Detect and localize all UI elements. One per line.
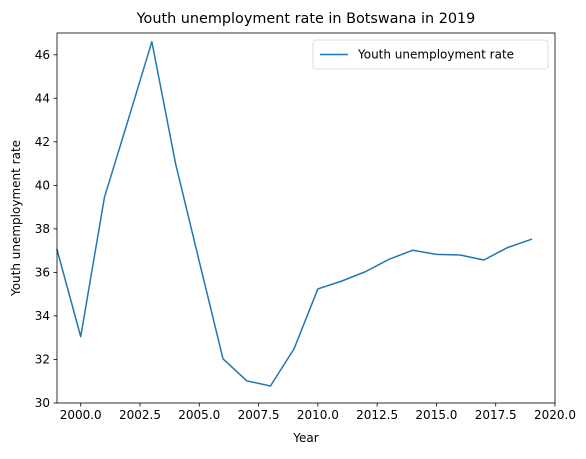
legend-label: Youth unemployment rate <box>357 48 514 62</box>
x-tick-label: 2002.5 <box>119 408 161 422</box>
x-tick-label: 2007.5 <box>238 408 280 422</box>
x-tick-label: 2015.0 <box>415 408 457 422</box>
y-tick-label: 44 <box>35 91 50 105</box>
plot-frame <box>56 32 556 404</box>
y-tick-label: 30 <box>35 396 50 410</box>
x-tick-label: 2017.5 <box>475 408 517 422</box>
legend: Youth unemployment rate <box>312 39 549 70</box>
y-axis-label: Youth unemployment rate <box>9 140 23 297</box>
x-tick-label: 2012.5 <box>356 408 398 422</box>
y-tick-label: 34 <box>35 309 50 323</box>
x-tick-label: 2005.0 <box>178 408 220 422</box>
x-tick-label: 2020.0 <box>534 408 576 422</box>
x-tick-label: 2000.0 <box>60 408 102 422</box>
y-tick-label: 46 <box>35 48 50 62</box>
y-tick-label: 32 <box>35 353 50 367</box>
y-tick-label: 38 <box>35 222 50 236</box>
x-tick-label: 2010.0 <box>297 408 339 422</box>
y-tick-label: 42 <box>35 135 50 149</box>
y-tick-label: 40 <box>35 179 50 193</box>
legend-box <box>312 39 549 70</box>
series-line <box>56 40 533 387</box>
y-tick-label: 36 <box>35 266 50 280</box>
x-axis-label: Year <box>292 431 318 445</box>
y-axis-ticks: 30 32 34 36 38 40 42 44 46 <box>35 48 57 410</box>
series-layer <box>56 40 533 387</box>
x-axis-ticks: 2000.0 2002.5 2005.0 2007.5 2010.0 2012.5 2015… <box>60 403 576 422</box>
chart-title: Youth unemployment rate in Botswana in 2… <box>136 11 476 27</box>
